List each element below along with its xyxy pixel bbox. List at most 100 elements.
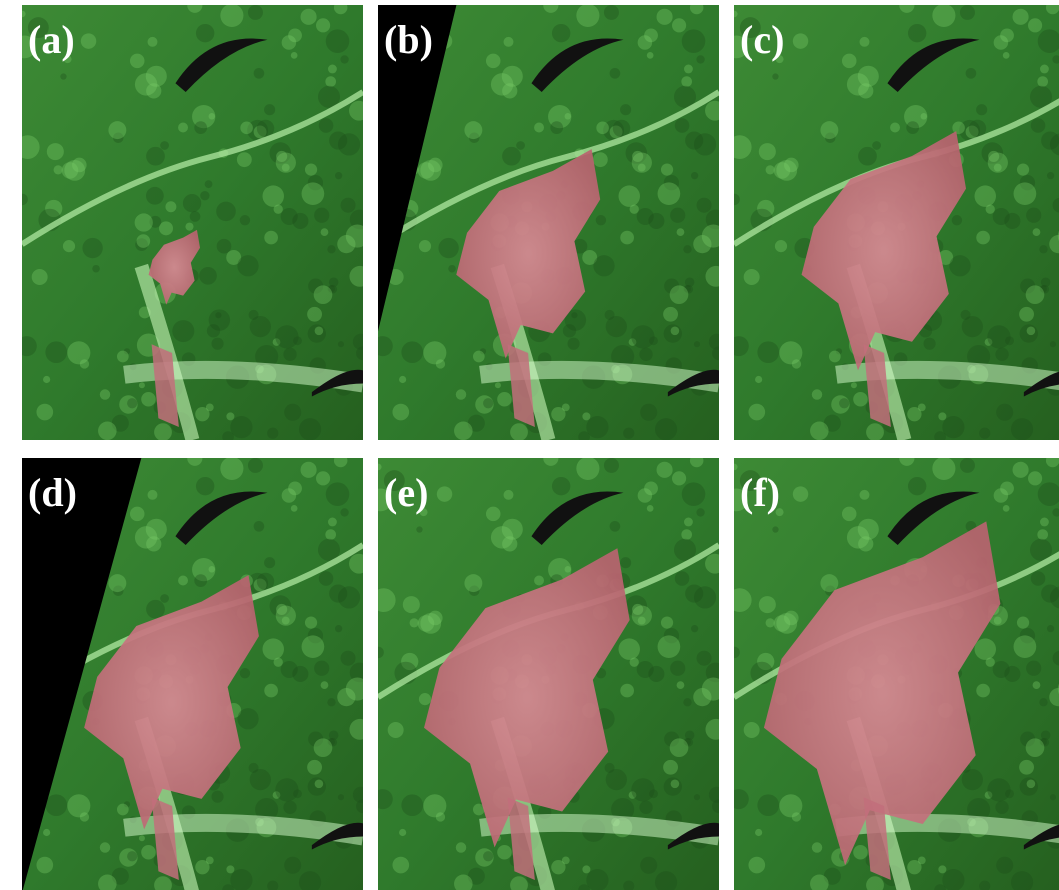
forest-texture [677, 681, 685, 689]
forest-texture [1031, 571, 1046, 586]
forest-texture [1040, 518, 1049, 527]
forest-texture [419, 693, 431, 705]
forest-texture [637, 661, 654, 678]
forest-texture [220, 457, 243, 480]
forest-texture [510, 423, 528, 441]
forest-texture [302, 182, 325, 205]
forest-texture [728, 647, 740, 659]
forest-texture [419, 240, 431, 252]
forest-texture [130, 507, 145, 522]
forest-texture [1037, 76, 1048, 87]
forest-texture [582, 865, 590, 873]
forest-texture [847, 526, 869, 548]
forest-texture [681, 76, 692, 87]
forest-texture [596, 122, 609, 135]
panel [725, 0, 1059, 443]
forest-texture [793, 33, 808, 48]
forest-texture [139, 382, 145, 388]
forest-texture [183, 194, 201, 212]
forest-texture [842, 54, 857, 69]
forest-texture [316, 18, 330, 32]
forest-texture [657, 462, 673, 478]
forest-texture [1013, 462, 1029, 478]
forest-texture [550, 121, 563, 134]
forest-texture [605, 310, 615, 320]
panel [725, 451, 1059, 890]
forest-texture [146, 600, 165, 619]
forest-texture [199, 267, 217, 285]
forest-texture [1003, 505, 1010, 512]
forest-texture [1026, 208, 1041, 223]
forest-texture [325, 76, 336, 87]
forest-texture [683, 245, 691, 253]
forest-texture [924, 338, 936, 350]
forest-texture [748, 404, 765, 421]
forest-texture [921, 113, 928, 120]
forest-texture [759, 596, 776, 613]
forest-texture [456, 842, 466, 852]
forest-texture [217, 239, 232, 254]
forest-texture [772, 526, 778, 532]
forest-texture [117, 351, 129, 363]
forest-texture [335, 625, 342, 632]
forest-texture [638, 488, 653, 503]
forest-texture [17, 336, 37, 356]
forest-texture [631, 325, 654, 348]
forest-texture [705, 266, 726, 287]
forest-texture [329, 131, 347, 149]
forest-texture [353, 334, 369, 350]
forest-texture [1027, 327, 1036, 336]
forest-texture [315, 780, 324, 789]
forest-texture [1011, 418, 1033, 440]
forest-texture [209, 566, 216, 573]
forest-texture [766, 165, 775, 174]
forest-texture [264, 557, 275, 568]
forest-texture [1027, 780, 1036, 789]
forest-texture [1041, 277, 1051, 287]
forest-texture [697, 651, 712, 666]
forest-texture [728, 135, 752, 159]
forest-texture [1050, 341, 1056, 347]
forest-texture [346, 677, 369, 700]
forest-texture [263, 638, 284, 659]
forest-texture [276, 151, 287, 162]
forest-texture [486, 54, 501, 69]
forest-texture [670, 208, 685, 223]
forest-texture [632, 151, 643, 162]
forest-texture [610, 521, 621, 532]
forest-texture [860, 490, 870, 500]
forest-texture [1019, 760, 1034, 775]
forest-texture [291, 52, 298, 59]
forest-texture [264, 231, 278, 245]
forest-texture [534, 576, 544, 586]
forest-texture [757, 794, 779, 816]
forest-texture [551, 860, 565, 874]
forest-texture [264, 104, 275, 115]
forest-texture [576, 457, 599, 480]
forest-texture [705, 554, 725, 574]
forest-texture [675, 571, 690, 586]
forest-texture [685, 584, 703, 602]
forest-texture [872, 141, 881, 150]
forest-texture [694, 341, 700, 347]
forest-texture [196, 24, 214, 42]
forest-texture [194, 121, 207, 134]
forest-texture [1047, 172, 1054, 179]
forest-texture [759, 143, 776, 160]
forest-texture [281, 208, 298, 225]
forest-texture [160, 594, 169, 603]
forest-texture [321, 228, 329, 236]
forest-texture [420, 613, 441, 634]
forest-texture [19, 11, 26, 18]
forest-texture [744, 722, 760, 738]
forest-texture [657, 9, 673, 25]
forest-texture [195, 860, 209, 874]
forest-texture [349, 554, 369, 574]
forest-texture [1040, 65, 1049, 74]
forest-texture [338, 341, 344, 347]
forest-texture [504, 37, 514, 47]
forest-texture [596, 215, 606, 225]
forest-texture [420, 160, 441, 181]
forest-texture [314, 738, 333, 757]
forest-texture [43, 829, 50, 836]
